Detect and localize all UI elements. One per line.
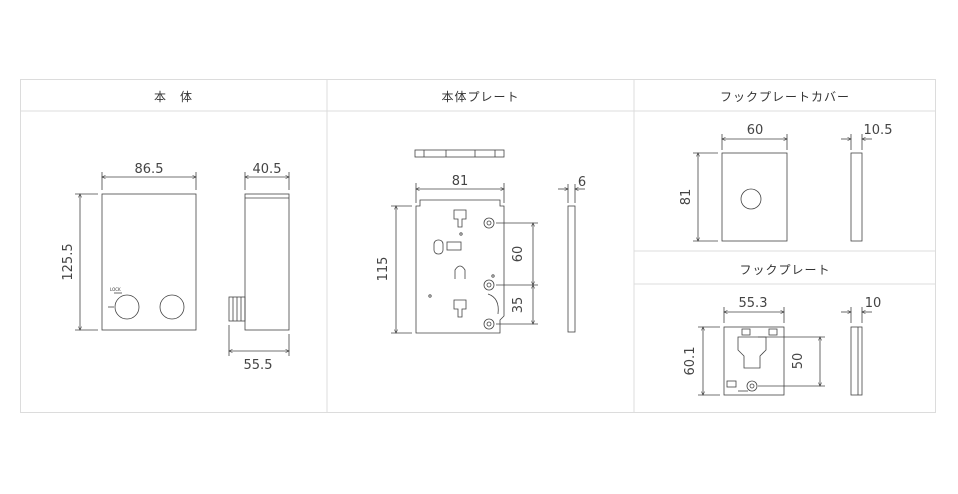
dim-body-depth-total: 55.5 — [244, 358, 273, 373]
panel-title-hook-plate: フックプレート — [739, 263, 831, 277]
dim-body-width: 86.5 — [135, 162, 164, 177]
plate-slot — [433, 239, 444, 255]
hook-plate-outline — [723, 326, 785, 396]
plate-keyhole-top — [453, 209, 467, 228]
hook-plate-label-box — [726, 380, 737, 388]
plate-notch — [487, 293, 499, 315]
dim-plate-height: 115 — [376, 257, 391, 282]
body-front-outline — [101, 193, 197, 331]
dim-plate-width: 81 — [452, 174, 469, 189]
dim-plate-hole-offset: 35 — [511, 297, 526, 314]
panel-title-body: 本 体 — [153, 90, 193, 104]
plate-label-box — [446, 241, 462, 251]
dim-cover-height: 81 — [679, 189, 694, 206]
dim-plate-thickness: 6 — [578, 175, 586, 190]
dim-hook-hole-height: 50 — [791, 353, 806, 370]
dim-body-height: 125.5 — [61, 243, 76, 280]
dim-plate-hole-spacing: 60 — [511, 246, 526, 263]
lock-label: LOCK — [110, 287, 121, 292]
dim-body-depth: 40.5 — [253, 162, 282, 177]
plate-hook — [454, 265, 466, 279]
dim-cover-thickness: 10.5 — [864, 123, 893, 138]
body-plate-side — [567, 205, 576, 333]
panel-title-hook-plate-cover: フックプレートカバー — [719, 90, 850, 104]
diagram-frame — [20, 79, 936, 413]
lock-knob — [114, 294, 140, 320]
hook-plate-side-outline — [850, 326, 863, 396]
body-plate-outline — [415, 199, 505, 334]
cover-side-outline — [850, 152, 863, 242]
plate-keyhole-bottom — [453, 299, 467, 318]
button-knob — [159, 294, 185, 320]
cover-hole — [740, 188, 762, 210]
hook-plate-keyhole — [737, 336, 767, 369]
hook-plate-screw-hole — [746, 380, 758, 392]
dim-hook-thickness: 10 — [865, 296, 882, 311]
dim-hook-width: 55.3 — [739, 296, 768, 311]
plate-screw-hole-top — [483, 217, 495, 229]
panel-title-body-plate: 本体プレート — [441, 90, 520, 104]
dim-hook-height: 60.1 — [683, 347, 698, 376]
body-side-outline — [244, 193, 290, 331]
cover-front-outline — [721, 152, 788, 242]
dim-cover-width: 60 — [747, 123, 764, 138]
plate-top-view — [414, 149, 505, 158]
plate-screw-hole-bottom — [483, 318, 495, 330]
plate-screw-hole-mid — [483, 279, 495, 291]
